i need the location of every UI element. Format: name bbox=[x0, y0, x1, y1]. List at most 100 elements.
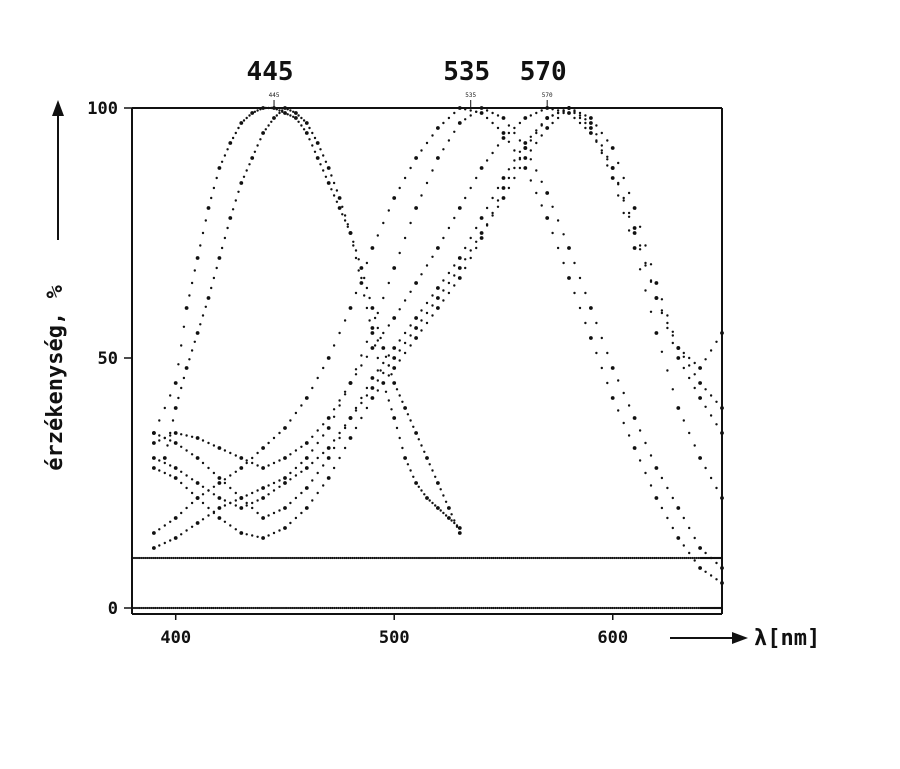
interpolated-dot bbox=[327, 556, 330, 560]
interpolated-dot bbox=[180, 433, 183, 436]
interpolated-dot bbox=[564, 556, 567, 560]
data-point bbox=[239, 466, 244, 470]
interpolated-dot bbox=[649, 310, 653, 313]
interpolated-dot bbox=[289, 556, 292, 560]
interpolated-dot bbox=[666, 486, 669, 490]
interpolated-dot bbox=[194, 556, 197, 560]
interpolated-dot bbox=[500, 556, 503, 560]
interpolated-dot bbox=[695, 556, 698, 560]
interpolated-dot bbox=[464, 118, 467, 121]
interpolated-dot bbox=[671, 341, 674, 345]
interpolated-dot bbox=[252, 606, 255, 610]
data-point bbox=[480, 606, 483, 610]
interpolated-dot bbox=[215, 176, 218, 180]
interpolated-dot bbox=[316, 376, 319, 380]
interpolated-dot bbox=[270, 556, 273, 560]
interpolated-dot bbox=[420, 319, 423, 322]
interpolated-dot bbox=[322, 169, 325, 172]
interpolated-dot bbox=[569, 556, 573, 560]
interpolated-dot bbox=[639, 606, 642, 610]
interpolated-dot bbox=[693, 536, 696, 540]
interpolated-dot bbox=[363, 556, 366, 560]
interpolated-dot bbox=[573, 291, 576, 295]
data-point bbox=[206, 296, 211, 300]
interpolated-dot bbox=[201, 501, 205, 505]
interpolated-dot bbox=[453, 130, 456, 133]
interpolated-dot bbox=[508, 556, 511, 560]
interpolated-dot bbox=[373, 606, 376, 610]
interpolated-dot bbox=[223, 236, 227, 240]
interpolated-dot bbox=[256, 464, 259, 467]
interpolated-dot bbox=[186, 556, 189, 560]
interpolated-dot bbox=[387, 364, 390, 367]
interpolated-dot bbox=[409, 556, 412, 560]
interpolated-dot bbox=[704, 551, 707, 555]
data-point bbox=[610, 366, 615, 370]
interpolated-dot bbox=[599, 606, 602, 610]
interpolated-dot bbox=[578, 306, 582, 310]
interpolated-dot bbox=[507, 140, 511, 143]
interpolated-dot bbox=[474, 606, 477, 610]
interpolated-dot bbox=[354, 368, 358, 371]
interpolated-dot bbox=[223, 478, 227, 481]
interpolated-dot bbox=[192, 606, 195, 610]
data-point bbox=[152, 531, 156, 535]
data-point bbox=[304, 466, 309, 470]
interpolated-dot bbox=[606, 381, 609, 385]
data-point bbox=[567, 246, 571, 250]
interpolated-dot bbox=[695, 606, 698, 610]
interpolated-dot bbox=[343, 393, 347, 396]
data-point bbox=[676, 536, 681, 540]
interpolated-dot bbox=[316, 491, 319, 495]
interpolated-dot bbox=[466, 606, 469, 610]
interpolated-dot bbox=[297, 114, 300, 117]
interpolated-dot bbox=[454, 556, 457, 560]
interpolated-dot bbox=[278, 529, 281, 532]
interpolated-dot bbox=[551, 121, 554, 125]
interpolated-dot bbox=[228, 556, 231, 560]
data-point bbox=[262, 556, 265, 560]
interpolated-dot bbox=[600, 131, 603, 135]
interpolated-dot bbox=[297, 556, 300, 560]
interpolated-dot bbox=[715, 578, 718, 581]
data-point bbox=[447, 516, 451, 520]
interpolated-dot bbox=[323, 556, 326, 560]
data-point bbox=[479, 166, 484, 170]
interpolated-dot bbox=[552, 556, 555, 560]
interpolated-dot bbox=[697, 606, 700, 610]
data-point bbox=[217, 446, 222, 450]
interpolated-dot bbox=[469, 186, 472, 190]
interpolated-dot bbox=[185, 506, 188, 510]
interpolated-dot bbox=[311, 435, 314, 438]
interpolated-dot bbox=[709, 414, 713, 417]
interpolated-dot bbox=[691, 606, 694, 610]
interpolated-dot bbox=[529, 114, 532, 117]
interpolated-dot bbox=[470, 556, 473, 560]
interpolated-dot bbox=[202, 606, 205, 610]
interpolated-dot bbox=[313, 136, 317, 140]
interpolated-dot bbox=[355, 556, 358, 560]
interpolated-dot bbox=[587, 556, 591, 560]
interpolated-dot bbox=[622, 391, 625, 395]
interpolated-dot bbox=[573, 556, 577, 560]
interpolated-dot bbox=[256, 144, 259, 147]
interpolated-dot bbox=[395, 426, 399, 430]
interpolated-dot bbox=[562, 556, 565, 560]
interpolated-dot bbox=[540, 606, 543, 610]
interpolated-dot bbox=[595, 351, 598, 355]
data-point bbox=[589, 121, 593, 125]
interpolated-dot bbox=[685, 556, 688, 560]
interpolated-dot bbox=[259, 108, 262, 111]
interpolated-dot bbox=[627, 191, 631, 195]
interpolated-dot bbox=[526, 556, 529, 560]
data-point bbox=[152, 456, 156, 460]
interpolated-dot bbox=[513, 131, 516, 135]
interpolated-dot bbox=[409, 344, 412, 347]
data-point bbox=[436, 556, 439, 560]
interpolated-dot bbox=[485, 159, 489, 162]
interpolated-dot bbox=[627, 215, 631, 218]
interpolated-dot bbox=[206, 556, 209, 560]
interpolated-dot bbox=[381, 556, 384, 560]
interpolated-dot bbox=[163, 541, 166, 545]
